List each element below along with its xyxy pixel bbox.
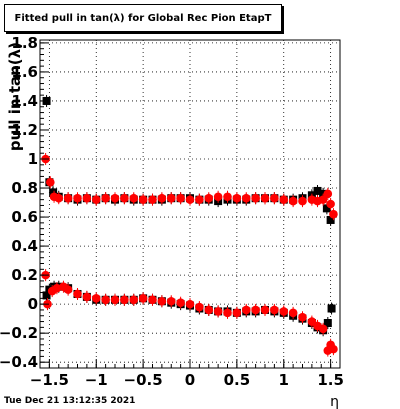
data-point xyxy=(195,302,204,312)
data-point xyxy=(101,295,110,305)
data-point xyxy=(288,196,298,206)
data-point xyxy=(279,195,289,204)
data-point xyxy=(204,193,214,203)
data-point xyxy=(148,295,157,305)
x-tick-label: 0 xyxy=(185,371,195,389)
data-point xyxy=(73,193,82,203)
data-point xyxy=(166,193,176,203)
data-point xyxy=(204,305,214,315)
data-point xyxy=(279,307,289,316)
data-point xyxy=(313,186,322,195)
x-tick-label: 0.5 xyxy=(224,371,251,389)
data-point xyxy=(138,195,148,204)
data-point xyxy=(129,295,139,305)
data-point xyxy=(318,195,328,204)
data-point xyxy=(82,292,92,302)
data-point xyxy=(49,188,58,197)
data-point xyxy=(260,305,270,315)
data-point xyxy=(241,193,251,203)
data-point xyxy=(326,215,335,224)
y-tick-label: −0.2 xyxy=(0,324,38,342)
data-point xyxy=(63,285,73,294)
data-point xyxy=(120,295,129,305)
data-point xyxy=(329,209,338,219)
data-point xyxy=(91,294,101,303)
data-point xyxy=(52,283,62,293)
x-axis-label: η xyxy=(330,394,339,409)
y-tick-label: −0.4 xyxy=(0,353,38,371)
data-point xyxy=(63,193,73,203)
data-point xyxy=(223,308,232,318)
y-tick-label: 0 xyxy=(28,295,38,313)
data-point xyxy=(110,193,120,203)
data-point xyxy=(148,195,157,204)
data-point xyxy=(42,291,51,300)
data-point xyxy=(176,193,185,203)
axis-tick-labels: −1.5 −1 −0.5 0 0.5 1 1.5 −0.4 −0.2 0 0.2 0.4 0.6 0.8 1… xyxy=(0,34,344,389)
data-point xyxy=(232,308,242,318)
data-point xyxy=(166,296,176,306)
data-point xyxy=(157,296,167,306)
y-tick-label: 0.6 xyxy=(11,208,38,226)
data-point xyxy=(213,307,223,316)
data-point xyxy=(176,298,185,307)
data-point xyxy=(270,193,279,203)
y-tick-label: 0.4 xyxy=(11,237,38,255)
x-tick-label: −1.5 xyxy=(30,371,69,389)
data-point xyxy=(288,308,298,318)
x-tick-label: −1 xyxy=(85,371,108,389)
data-point xyxy=(110,295,120,305)
data-point xyxy=(120,193,129,203)
data-point xyxy=(91,195,101,204)
data-point xyxy=(270,305,279,315)
data-point xyxy=(329,344,338,354)
data-point xyxy=(318,324,328,334)
data-point xyxy=(251,193,260,203)
data-point xyxy=(323,319,332,328)
data-point xyxy=(223,192,232,202)
data-point xyxy=(327,304,336,313)
data-point xyxy=(73,289,82,299)
datestamp: Tue Dec 21 13:12:35 2021 xyxy=(4,396,136,406)
y-axis-label: pull in tan(λ) xyxy=(6,42,24,151)
y-tick-label: 1 xyxy=(28,150,38,168)
data-point xyxy=(54,193,64,203)
axis-ticks xyxy=(39,42,341,369)
data-point xyxy=(157,193,167,203)
y-tick-label: 0.8 xyxy=(11,179,38,197)
y-tick-label: 1.4 xyxy=(11,92,38,110)
data-point xyxy=(138,294,148,303)
chart-title: Fitted pull in tan(λ) for Global Rec Pio… xyxy=(14,13,272,24)
x-tick-label: −0.5 xyxy=(124,371,163,389)
data-point xyxy=(195,195,204,204)
y-tick-label: 1.2 xyxy=(11,121,38,139)
data-point xyxy=(82,193,92,203)
data-point xyxy=(241,305,251,315)
x-tick-label: 1 xyxy=(279,371,289,389)
data-point xyxy=(323,189,333,199)
data-point xyxy=(185,299,195,309)
data-point xyxy=(129,193,139,203)
chart-title-box: Fitted pull in tan(λ) for Global Rec Pio… xyxy=(4,4,282,32)
x-tick-label: 1.5 xyxy=(317,371,344,389)
data-point xyxy=(322,204,331,213)
data-point xyxy=(298,312,307,322)
data-point xyxy=(232,193,242,203)
data-point xyxy=(213,192,223,202)
data-point xyxy=(101,193,110,203)
data-points xyxy=(41,94,338,357)
data-point xyxy=(251,305,260,315)
y-tick-label: 0.2 xyxy=(11,266,38,284)
data-point xyxy=(326,199,335,209)
data-point xyxy=(46,177,55,187)
y-tick-label: 1.6 xyxy=(11,63,38,81)
data-point xyxy=(298,196,307,206)
data-point xyxy=(185,195,195,204)
y-tick-label: 1.8 xyxy=(11,34,38,52)
data-point xyxy=(260,193,270,203)
